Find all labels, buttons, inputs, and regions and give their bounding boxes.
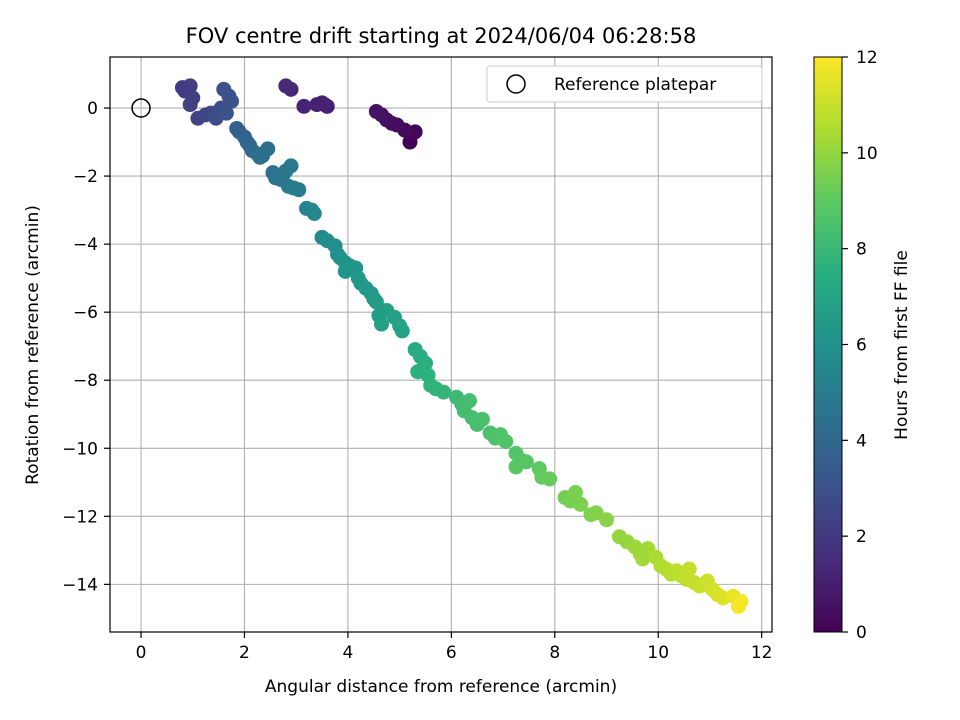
y-axis-ticks: 0 −2 −4 −6 −8 −10 −12 −14: [62, 99, 110, 595]
y-tick-label: −14: [62, 575, 98, 595]
x-tick-label: 0: [136, 643, 147, 663]
data-point: [461, 393, 477, 409]
y-tick-label: −12: [62, 507, 98, 527]
data-point: [374, 316, 390, 332]
data-point: [368, 294, 384, 310]
x-tick-label: 2: [239, 643, 250, 663]
data-point: [291, 182, 307, 198]
data-point: [498, 433, 514, 449]
x-tick-label: 6: [446, 643, 457, 663]
legend-marker-icon: [506, 74, 526, 94]
data-point: [296, 98, 312, 114]
data-point: [681, 561, 697, 577]
data-point: [730, 598, 746, 614]
x-tick-label: 12: [751, 643, 773, 663]
x-tick-label: 8: [549, 643, 560, 663]
grid-lines: [110, 57, 772, 632]
colorbar-gradient: [813, 56, 843, 633]
chart-title: FOV centre drift starting at 2024/06/04 …: [186, 24, 697, 48]
data-points: [174, 78, 749, 614]
colorbar-ticks: 0 2 4 6 8 10 12: [842, 48, 878, 643]
y-axis-label: Rotation from reference (arcmin): [23, 205, 43, 485]
y-tick-label: −8: [73, 371, 98, 391]
data-point: [218, 105, 234, 121]
legend-entry-reference-platepar: Reference platepar: [554, 75, 716, 95]
y-tick-label: −10: [62, 439, 98, 459]
data-point: [474, 411, 490, 427]
x-tick-label: 10: [647, 643, 669, 663]
legend: Reference platepar: [486, 65, 763, 103]
y-tick-label: −4: [73, 235, 98, 255]
data-point: [278, 78, 294, 94]
data-point: [260, 141, 276, 157]
x-tick-label: 4: [342, 643, 353, 663]
data-point: [542, 471, 558, 487]
colorbar: 0 2 4 6 8 10 12 Hours from first FF file: [813, 48, 912, 643]
data-point: [508, 459, 524, 475]
reference-point-marker: [131, 98, 151, 118]
colorbar-tick-label: 0: [856, 623, 867, 643]
colorbar-tick-label: 4: [856, 431, 867, 451]
y-tick-label: 0: [87, 99, 98, 119]
y-tick-label: −6: [73, 303, 98, 323]
data-point: [224, 93, 240, 109]
data-point: [394, 323, 410, 339]
y-tick-label: −2: [73, 167, 98, 187]
legend-box: [486, 65, 763, 103]
data-point: [306, 206, 322, 222]
data-point: [599, 512, 614, 528]
colorbar-tick-label: 12: [856, 48, 878, 68]
colorbar-label: Hours from first FF file: [892, 250, 912, 440]
plot-frame: [109, 56, 773, 633]
data-point: [317, 97, 333, 113]
data-point: [368, 103, 384, 119]
x-axis-label: Angular distance from reference (arcmin): [265, 677, 617, 697]
data-point: [436, 384, 452, 400]
colorbar-tick-label: 2: [856, 527, 867, 547]
data-point: [573, 496, 589, 512]
x-axis-ticks: 0 2 4 6 8 10 12: [136, 632, 773, 663]
colorbar-tick-label: 6: [856, 336, 867, 356]
data-point: [283, 158, 299, 174]
data-point: [182, 97, 198, 113]
colorbar-tick-label: 10: [856, 144, 878, 164]
data-point: [567, 485, 583, 501]
colorbar-tick-label: 8: [856, 240, 867, 260]
